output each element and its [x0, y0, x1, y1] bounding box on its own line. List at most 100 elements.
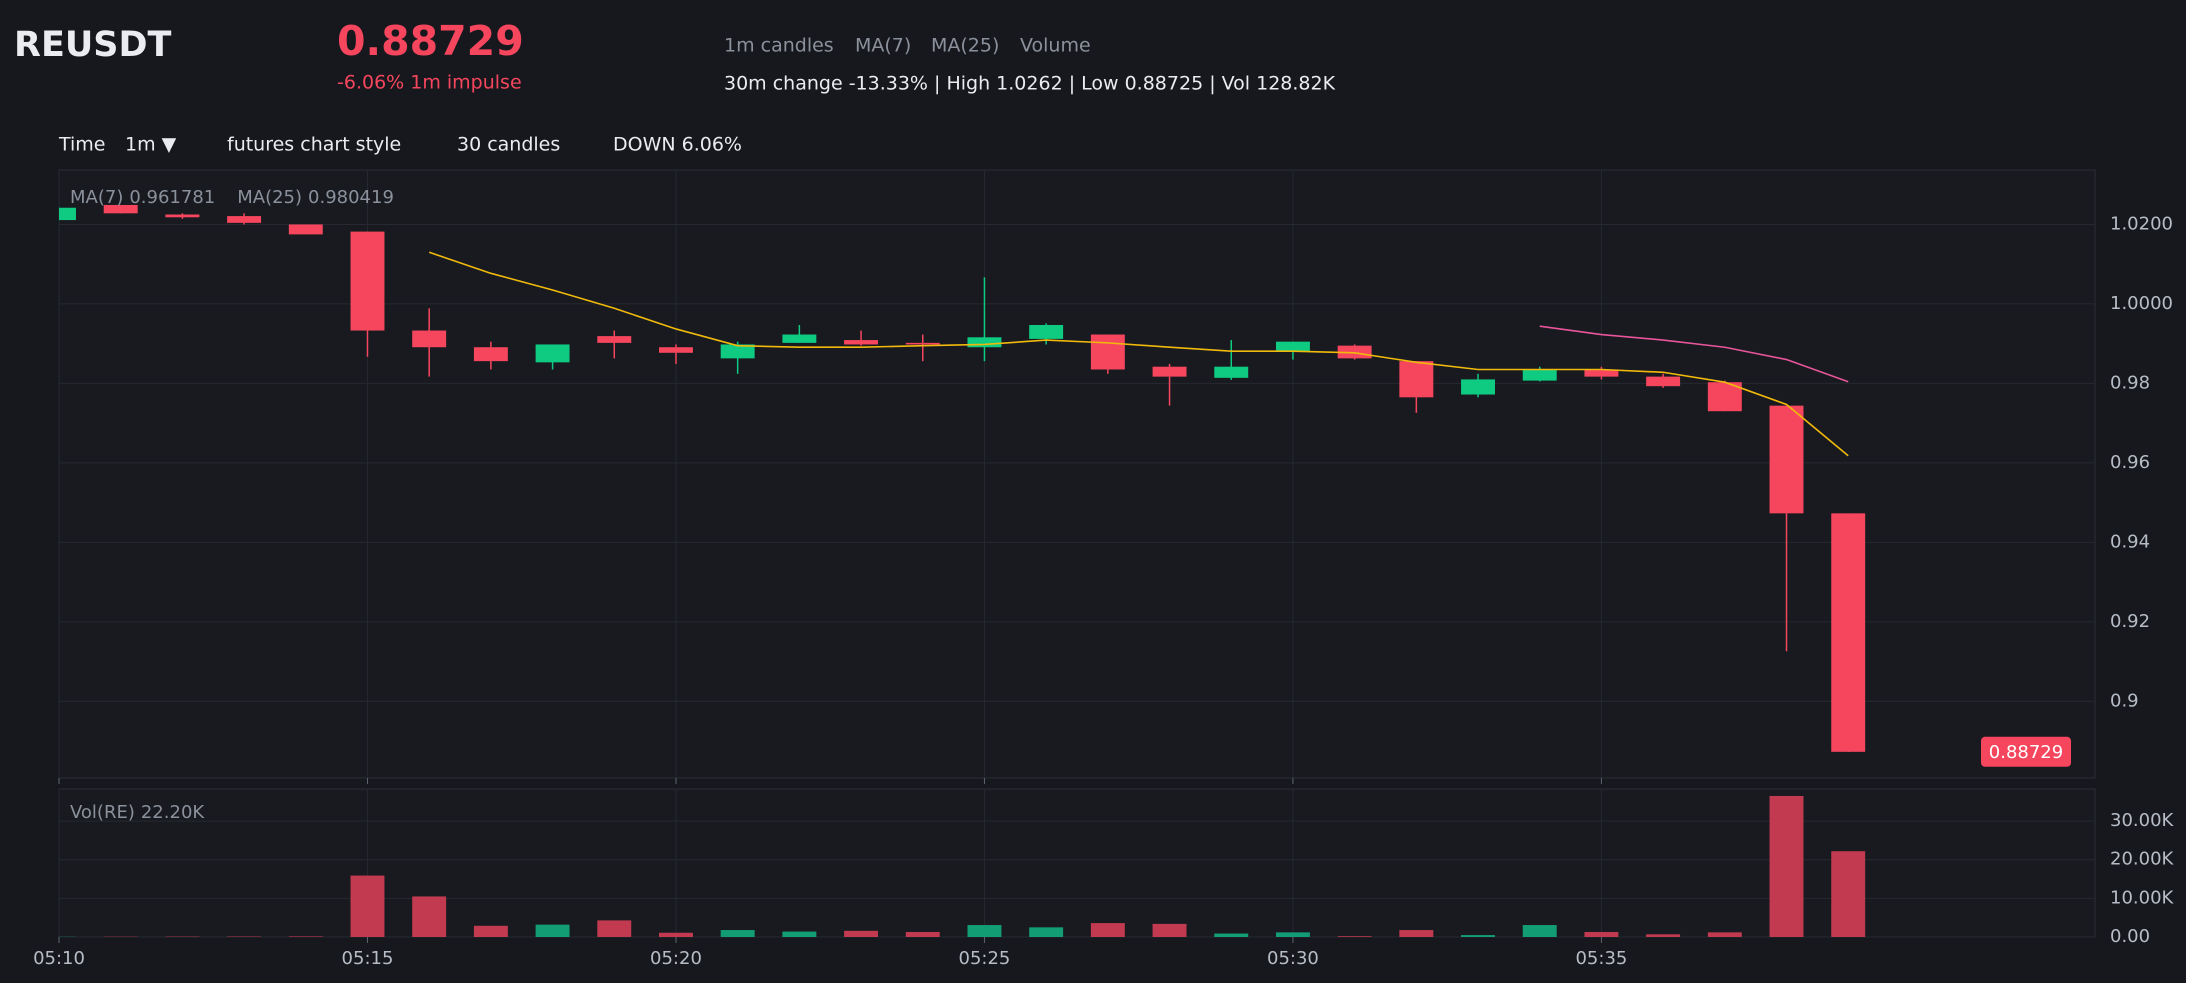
candle-body — [1029, 324, 1064, 339]
price-marks — [59, 204, 1866, 752]
candle-body — [782, 334, 817, 343]
candle-body — [227, 216, 262, 223]
candle-body — [535, 344, 570, 363]
legend-value: 0.980419 — [308, 187, 394, 208]
grid — [58, 170, 2095, 943]
volume-bar — [165, 936, 200, 937]
volume-bar — [412, 896, 447, 937]
candle-body — [1090, 334, 1125, 370]
volume-bar — [844, 930, 879, 937]
volume-bar — [1337, 936, 1372, 937]
candle-body — [1152, 366, 1187, 377]
candle-body — [350, 231, 385, 331]
labels: 1.0200 1.0000 0.98 0.96 0.94 0.92 0.9 MA(7) 0.96… — [33, 187, 2174, 969]
volume-bar — [103, 936, 138, 937]
volume-bar — [350, 875, 385, 937]
candle-body — [720, 344, 755, 359]
candle-body — [1275, 341, 1310, 352]
volume-bar — [782, 931, 817, 937]
volume-bar — [967, 925, 1002, 937]
price-tag-label: 0.88729 — [1989, 742, 2063, 763]
volume-marks — [59, 795, 1866, 937]
indicator[interactable]: 1m candles — [724, 35, 834, 57]
volume-bar — [1584, 931, 1619, 937]
toolbar-label: Time — [58, 134, 106, 156]
y-tick-label: 0.9 — [2110, 690, 2139, 711]
impulse: -6.06% 1m impulse — [337, 72, 522, 94]
volume-bar — [535, 924, 570, 937]
volume-bar — [1707, 932, 1742, 937]
y-tick-label: 30.00K — [2110, 810, 2175, 831]
candle-body — [1769, 405, 1804, 514]
ma-line — [1539, 325, 1849, 383]
volume-bar — [59, 936, 76, 937]
last-price: 0.88729 — [337, 17, 524, 65]
volume-bar — [1522, 925, 1557, 937]
legend-value: 0.961781 — [129, 187, 215, 208]
candle-count: 30 candles — [457, 134, 560, 156]
candle-body — [659, 347, 693, 353]
x-tick-label: 05:10 — [33, 948, 85, 969]
volume-bar — [1769, 795, 1804, 937]
volume-bar — [1090, 923, 1125, 937]
y-tick-label: 0.96 — [2110, 452, 2150, 473]
candle-body — [59, 207, 76, 221]
indicator[interactable]: MA(7) — [855, 35, 911, 57]
candle-body — [1522, 369, 1557, 381]
y-tick-label: 0.00 — [2110, 926, 2150, 947]
candle-body — [844, 340, 879, 345]
legend-name: MA(25) — [237, 187, 302, 208]
volume-bar — [1831, 851, 1866, 937]
ma-legend: MA(7) 0.961781 MA(25) 0.980419 — [70, 187, 394, 208]
candle-body — [1461, 379, 1495, 395]
interval-select[interactable]: 1m ▼ — [125, 134, 177, 156]
indicator[interactable]: Volume — [1020, 35, 1091, 57]
symbol: REUSDT — [14, 25, 172, 65]
volume-bar — [720, 930, 755, 937]
volume-bar — [288, 936, 323, 937]
candle-body — [165, 214, 200, 218]
candle-body — [1214, 366, 1249, 378]
volume-bar — [473, 925, 508, 937]
candle-body — [1646, 376, 1681, 387]
volume-bar — [597, 920, 632, 937]
y-tick-label: 0.92 — [2110, 611, 2150, 632]
chart-style[interactable]: futures chart style — [227, 134, 401, 156]
candle-body — [597, 336, 632, 343]
candle-body — [1831, 513, 1866, 752]
x-tick-label: 05:15 — [342, 948, 394, 969]
volume-pane — [58, 788, 2096, 938]
x-tick-label: 05:25 — [959, 948, 1011, 969]
candle-body — [1584, 369, 1619, 377]
stats: 30m change -13.33% | High 1.0262 | Low 0… — [724, 73, 1336, 95]
ma-line — [428, 251, 1849, 457]
candle-body — [1399, 361, 1434, 398]
volume-legend: Vol(RE) 22.20K — [70, 802, 205, 823]
volume-bar — [905, 931, 940, 937]
price-tag — [1981, 736, 2071, 767]
y-tick-label: 0.98 — [2110, 372, 2150, 393]
candle-body — [412, 330, 447, 348]
legend-name: Vol(RE) — [70, 802, 135, 823]
x-tick-label: 05:30 — [1267, 948, 1319, 969]
y-tick-label: 1.0000 — [2110, 293, 2173, 314]
volume-bar — [1399, 930, 1434, 937]
volume-bar — [1461, 935, 1495, 937]
volume-bar — [1214, 933, 1249, 937]
y-tick-label: 1.0200 — [2110, 213, 2173, 234]
volume-bar — [227, 936, 262, 937]
candle-body — [473, 347, 508, 362]
x-tick-label: 05:35 — [1575, 948, 1627, 969]
indicator[interactable]: MA(25) — [931, 35, 999, 57]
candle-body — [103, 204, 138, 214]
candle-body — [288, 224, 323, 235]
direction: DOWN 6.06% — [613, 134, 742, 156]
volume-bar — [659, 932, 693, 937]
price-pane — [58, 169, 2096, 779]
y-tick-label: 0.94 — [2110, 531, 2150, 552]
y-tick-label: 10.00K — [2110, 887, 2175, 908]
volume-bar — [1646, 934, 1681, 937]
legend-value: 22.20K — [141, 802, 206, 823]
